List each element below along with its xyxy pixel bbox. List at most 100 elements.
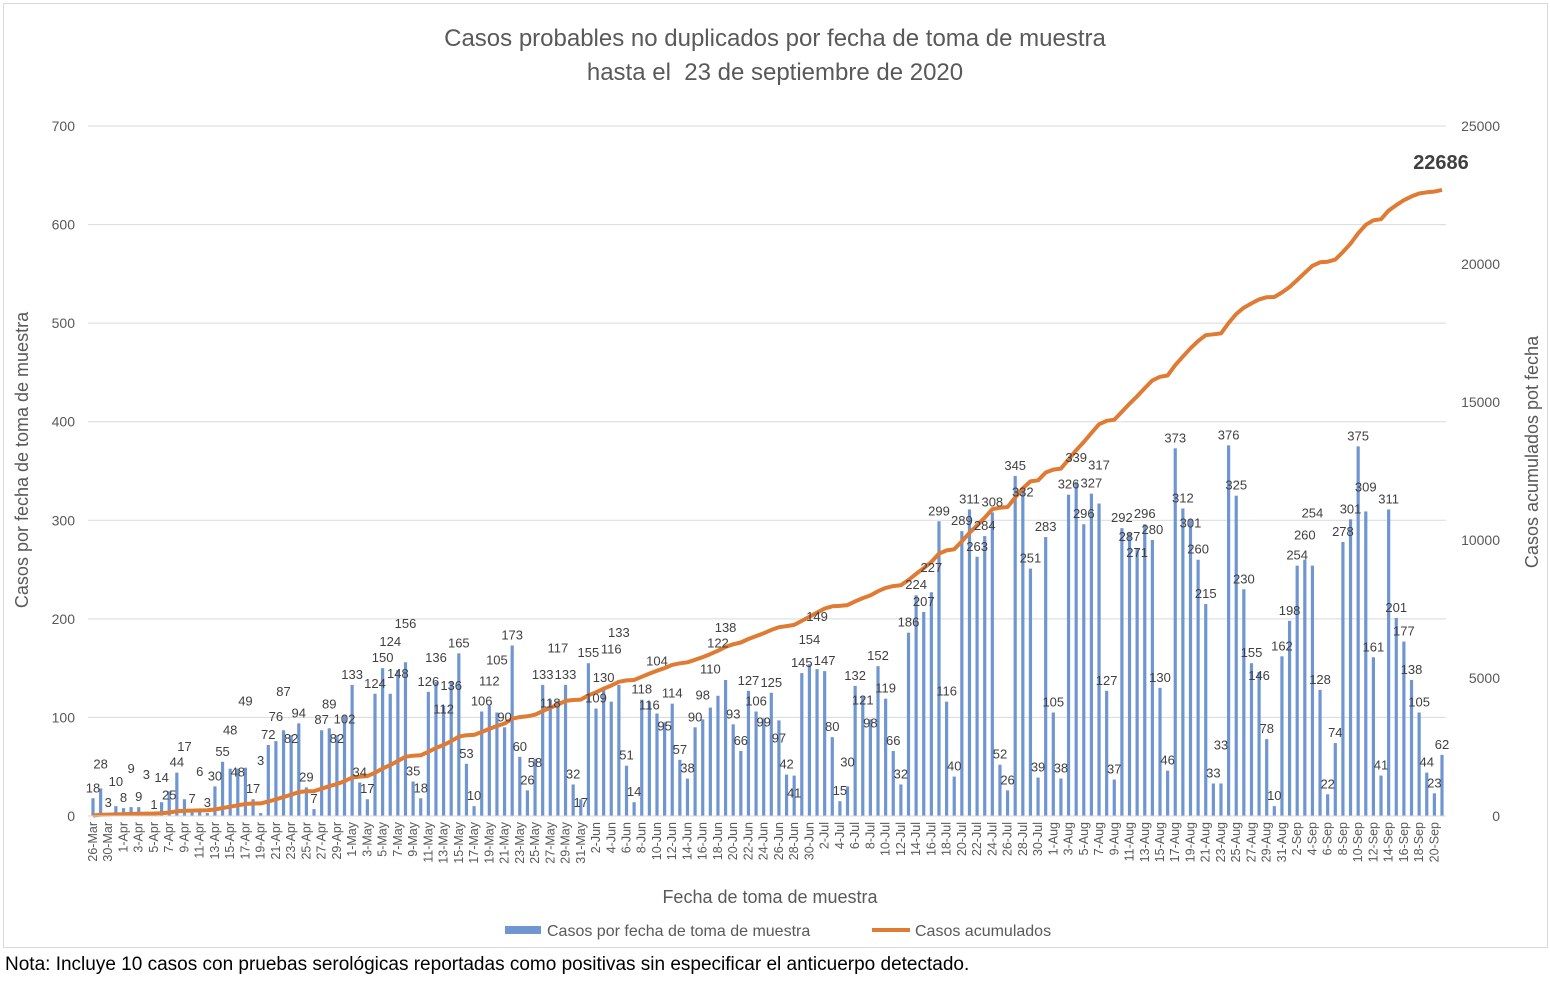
bar-data-label: 46 [1160,753,1174,768]
bar-data-label: 114 [662,686,683,701]
bar [327,728,331,816]
bar [663,722,667,816]
bar [594,708,598,816]
x-tick-label: 8-Jul [863,822,877,849]
bar-data-label: 102 [334,711,356,726]
bar-data-label: 9 [127,761,134,776]
bar-data-label: 121 [852,693,874,708]
bar [525,790,530,816]
bar-data-label: 254 [1286,548,1308,563]
bar-data-label: 287 [1119,529,1141,544]
bar [937,521,941,816]
bar [823,671,827,816]
bar [1051,712,1055,816]
x-tick-label: 25-May [528,821,542,863]
bar [358,782,362,816]
bar [137,807,141,816]
bar-data-label: 109 [585,691,607,706]
legend-label-bars: Casos por fecha de toma de muestra [547,923,810,940]
y-right-tick-label: 10000 [1461,532,1500,548]
y-tick-label: 200 [52,611,76,627]
bar [967,509,972,816]
bar-data-label: 289 [951,513,973,528]
y-right-tick-label: 0 [1492,808,1500,824]
bar [1135,548,1139,816]
bar [1127,533,1132,816]
bar [335,735,339,816]
bar-data-label: 90 [497,709,511,724]
bar-data-label: 207 [913,594,935,609]
bar-data-label: 95 [657,718,671,733]
bar [693,727,697,816]
x-axis-title: Fecha de toma de muestra [662,887,878,907]
x-tick-label: 18-Jul [940,822,954,856]
bar-data-label: 23 [1427,775,1441,790]
bar [533,758,537,816]
bar [1440,754,1444,816]
bar [685,778,690,816]
bar [1394,617,1398,816]
x-tick-label: 4-Jun [604,822,618,853]
bar [1097,503,1101,816]
x-tick-label: 17-Aug [1168,822,1182,862]
bar [1265,739,1269,816]
bar-data-label: 44 [1420,755,1434,770]
bar-data-label: 278 [1332,524,1354,539]
bar-data-label: 15 [833,783,847,798]
bar [884,698,888,816]
bar-data-label: 106 [745,694,767,709]
bar-data-label: 251 [1020,551,1042,566]
bar [1089,493,1094,816]
bar [99,788,103,816]
bar-data-label: 3 [105,795,112,810]
bar [571,784,575,816]
bar-data-label: 110 [700,662,721,677]
bar [1348,519,1353,816]
x-tick-label: 22-Jul [970,822,984,856]
bar [541,684,545,816]
x-tick-label: 12-Jun [665,822,679,860]
bar-data-label: 124 [364,676,386,691]
bar-data-label: 215 [1195,586,1217,601]
bar-data-label: 7 [188,791,195,806]
bar-data-label: 14 [154,770,168,785]
x-tick-label: 24-Jul [985,822,999,856]
x-tick-label: 11-Apr [193,822,207,859]
bar [1272,806,1276,816]
bar-data-label: 17 [177,739,191,754]
x-tick-label: 15-Aug [1153,822,1167,862]
bar [1371,657,1376,816]
bar-data-label: 18 [86,780,100,795]
bar [518,756,522,816]
bar [1219,783,1223,816]
bar [236,768,240,816]
x-tick-label: 10-Jun [650,822,664,860]
x-tick-label: 6-Jun [620,822,634,853]
bar-data-label: 299 [928,503,950,518]
bar-data-label: 42 [779,757,793,772]
bar-data-label: 116 [639,698,660,713]
bar [1158,687,1162,816]
bar-data-label: 147 [814,653,836,668]
bar-data-label: 311 [959,491,980,506]
bar [701,719,705,816]
x-tick-label: 27-Aug [1244,822,1258,862]
bar [411,781,415,816]
bar-data-label: 10 [467,788,481,803]
bar [159,802,164,816]
bar-data-label: 284 [974,518,996,533]
x-tick-label: 12-Sep [1366,822,1380,862]
bar [1028,568,1033,816]
bar-data-label: 14 [627,784,641,799]
bar-data-label: 155 [578,645,600,660]
bar-data-label: 138 [1401,662,1423,677]
x-tick-label: 1-May [345,821,359,856]
x-tick-label: 15-Apr [223,822,237,860]
bar-data-label: 58 [528,755,542,770]
bar [1303,559,1307,816]
bar-data-label: 66 [734,733,748,748]
bar [777,720,781,816]
bar-data-label: 87 [276,684,290,699]
bar-data-label: 130 [593,670,615,685]
bar-data-label: 128 [1309,672,1331,687]
